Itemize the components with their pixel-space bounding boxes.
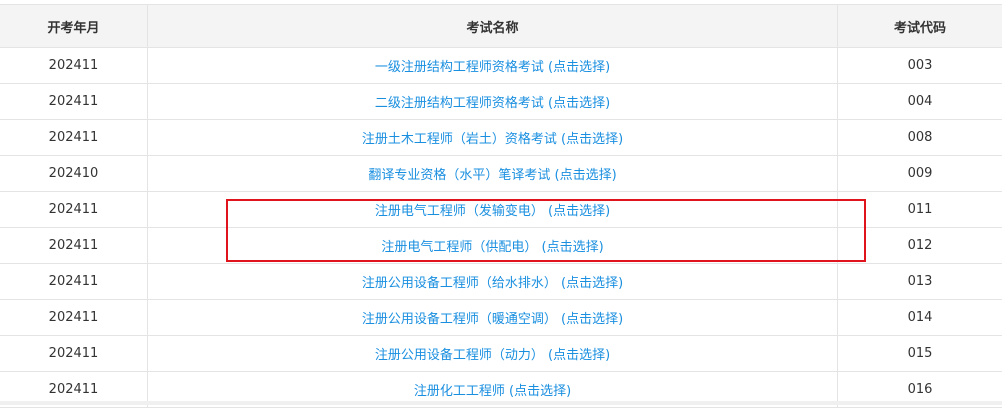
exam-select-link[interactable]: 注册电气工程师（发输变电） (点击选择)	[375, 204, 610, 219]
exam-month: 202411	[0, 264, 148, 300]
exam-select-link[interactable]: 注册公用设备工程师（暖通空调） (点击选择)	[362, 312, 623, 327]
exam-code: 008	[838, 120, 1002, 156]
table-row: 202411 注册公用设备工程师（暖通空调） (点击选择) 014	[0, 300, 1002, 336]
exam-month: 202411	[0, 192, 148, 228]
table-row: 202411 一级注册结构工程师资格考试 (点击选择) 003	[0, 48, 1002, 84]
exam-select-link[interactable]: 二级注册结构工程师资格考试 (点击选择)	[375, 96, 610, 111]
exam-select-link[interactable]: 一级注册结构工程师资格考试 (点击选择)	[375, 60, 610, 75]
header-exam-name: 考试名称	[148, 5, 838, 48]
exam-name-cell: 注册公用设备工程师（暖通空调） (点击选择)	[148, 300, 838, 336]
exam-code: 015	[838, 336, 1002, 372]
table-row: 202410 翻译专业资格（水平）笔译考试 (点击选择) 009	[0, 156, 1002, 192]
exam-month: 202411	[0, 120, 148, 156]
exam-month: 202411	[0, 48, 148, 84]
exam-month: 202410	[0, 156, 148, 192]
exam-month: 202411	[0, 84, 148, 120]
exam-select-link[interactable]: 注册公用设备工程师（动力） (点击选择)	[375, 348, 610, 363]
exam-name-cell: 二级注册结构工程师资格考试 (点击选择)	[148, 84, 838, 120]
exam-month: 202411	[0, 300, 148, 336]
table-row: 202411 注册土木工程师（岩土）资格考试 (点击选择) 008	[0, 120, 1002, 156]
exam-name-cell: 翻译专业资格（水平）笔译考试 (点击选择)	[148, 156, 838, 192]
horizontal-scrollbar[interactable]	[0, 401, 1002, 405]
table-row: 202411 注册电气工程师（供配电） (点击选择) 012	[0, 228, 1002, 264]
exam-code: 014	[838, 300, 1002, 336]
table-row: 202411 注册公用设备工程师（给水排水） (点击选择) 013	[0, 264, 1002, 300]
exam-code: 003	[838, 48, 1002, 84]
exam-select-link[interactable]: 注册电气工程师（供配电） (点击选择)	[381, 240, 603, 255]
table-row: 202411 二级注册结构工程师资格考试 (点击选择) 004	[0, 84, 1002, 120]
exam-month: 202411	[0, 228, 148, 264]
header-exam-code: 考试代码	[838, 5, 1002, 48]
exam-code: 012	[838, 228, 1002, 264]
exam-code: 013	[838, 264, 1002, 300]
exam-name-cell: 注册公用设备工程师（给水排水） (点击选择)	[148, 264, 838, 300]
exam-select-link[interactable]: 注册化工工程师 (点击选择)	[414, 384, 571, 399]
table-row: 202411 注册公用设备工程师（动力） (点击选择) 015	[0, 336, 1002, 372]
table-row: 202411 注册电气工程师（发输变电） (点击选择) 011	[0, 192, 1002, 228]
exam-code: 011	[838, 192, 1002, 228]
exam-code: 004	[838, 84, 1002, 120]
exam-name-cell: 一级注册结构工程师资格考试 (点击选择)	[148, 48, 838, 84]
exam-select-link[interactable]: 注册公用设备工程师（给水排水） (点击选择)	[362, 276, 623, 291]
exam-month: 202411	[0, 336, 148, 372]
table-header: 开考年月 考试名称 考试代码	[0, 5, 1002, 48]
exam-code: 009	[838, 156, 1002, 192]
exam-table: 开考年月 考试名称 考试代码 202411 一级注册结构工程师资格考试 (点击选择…	[0, 4, 1002, 408]
exam-name-cell: 注册公用设备工程师（动力） (点击选择)	[148, 336, 838, 372]
exam-select-link[interactable]: 注册土木工程师（岩土）资格考试 (点击选择)	[362, 132, 623, 147]
exam-name-cell: 注册电气工程师（发输变电） (点击选择)	[148, 192, 838, 228]
exam-select-link[interactable]: 翻译专业资格（水平）笔译考试 (点击选择)	[368, 168, 616, 183]
exam-name-cell: 注册土木工程师（岩土）资格考试 (点击选择)	[148, 120, 838, 156]
header-exam-month: 开考年月	[0, 5, 148, 48]
exam-name-cell: 注册电气工程师（供配电） (点击选择)	[148, 228, 838, 264]
